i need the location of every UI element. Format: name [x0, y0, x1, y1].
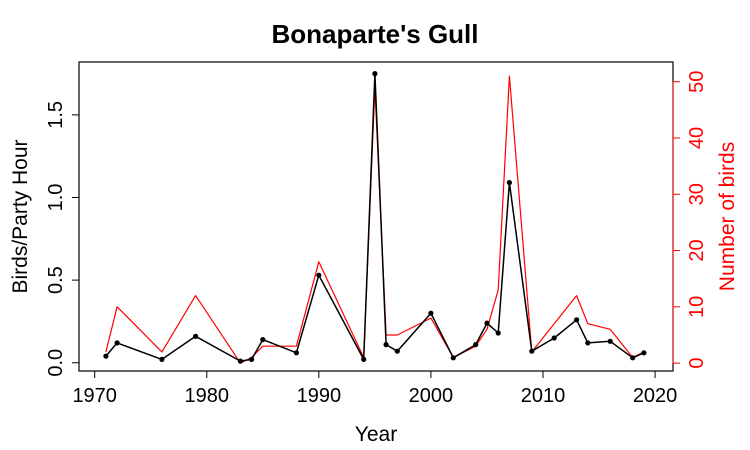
left-y-axis: 0.0 0.5 1.0 1.5 [45, 101, 80, 377]
x-tick-label: 2000 [409, 385, 454, 407]
birds-per-party-hour-point [641, 350, 647, 356]
left-y-tick-label: 1.0 [45, 184, 67, 212]
left-y-axis-label: Birds/Party Hour [9, 139, 32, 293]
right-y-axis: 0 10 20 30 40 50 [672, 71, 708, 369]
right-y-tick-label: 20 [686, 239, 708, 261]
birds-per-party-hour-point [316, 272, 322, 278]
chart-title: Bonaparte's Gull [272, 19, 479, 49]
number-of-birds-line [105, 75, 645, 364]
birds-per-party-hour-point [506, 180, 512, 186]
birds-per-party-hour-point [495, 330, 501, 336]
birds-per-party-hour-point [114, 340, 120, 346]
birds-per-party-hour-point [529, 348, 535, 354]
birds-per-party-hour-point [450, 355, 456, 361]
birds-per-party-hour-point [103, 353, 109, 359]
left-y-tick-label: 0.0 [45, 349, 67, 377]
birds-per-party-hour-point [607, 338, 613, 344]
x-tick-label: 2010 [521, 385, 566, 407]
birds-per-party-hour-point [260, 337, 266, 343]
birds-per-party-hour-point [293, 350, 299, 356]
left-y-tick-label: 1.5 [45, 101, 67, 129]
right-y-axis-label: Number of birds [716, 142, 739, 291]
birds-per-party-hour-point [383, 342, 389, 348]
birds-per-party-hour-point [372, 71, 378, 77]
x-tick-label: 1990 [297, 385, 342, 407]
birds-per-party-hour-point [428, 310, 434, 316]
left-y-tick-label: 0.5 [45, 266, 67, 294]
x-axis: 1970 1980 1990 2000 2010 2020 [72, 370, 678, 407]
birds-per-party-hour-point [585, 340, 591, 346]
right-y-tick-label: 10 [686, 296, 708, 318]
birds-per-party-hour-point [574, 317, 580, 323]
series-layer [103, 71, 647, 364]
birds-per-party-hour-point [361, 356, 367, 362]
right-y-tick-label: 40 [686, 127, 708, 149]
birds-per-party-hour-point [551, 335, 557, 341]
birds-per-party-hour-line [105, 72, 645, 362]
birds-per-party-hour-point [249, 356, 255, 362]
x-axis-label: Year [355, 423, 397, 446]
right-y-tick-label: 0 [686, 358, 708, 369]
birds-per-party-hour-point [473, 342, 479, 348]
birds-per-party-hour-point [484, 320, 490, 326]
x-tick-label: 1980 [185, 385, 230, 407]
birds-per-party-hour-point [159, 356, 165, 362]
birds-per-party-hour-point [394, 348, 400, 354]
right-y-tick-label: 30 [686, 183, 708, 205]
right-y-tick-label: 50 [686, 71, 708, 93]
birds-per-party-hour-point [193, 333, 199, 339]
birds-per-party-hour-point [630, 355, 636, 361]
x-tick-label: 2020 [633, 385, 678, 407]
x-tick-label: 1970 [72, 385, 117, 407]
birds-per-party-hour-point [237, 358, 243, 364]
